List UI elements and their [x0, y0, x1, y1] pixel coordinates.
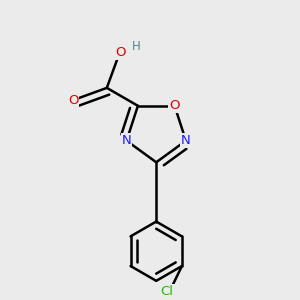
Text: N: N: [181, 134, 191, 147]
Text: Cl: Cl: [160, 285, 174, 298]
Text: H: H: [132, 40, 141, 53]
Text: O: O: [169, 99, 180, 112]
Text: O: O: [116, 46, 126, 59]
Text: O: O: [68, 94, 78, 106]
Text: N: N: [122, 134, 131, 147]
